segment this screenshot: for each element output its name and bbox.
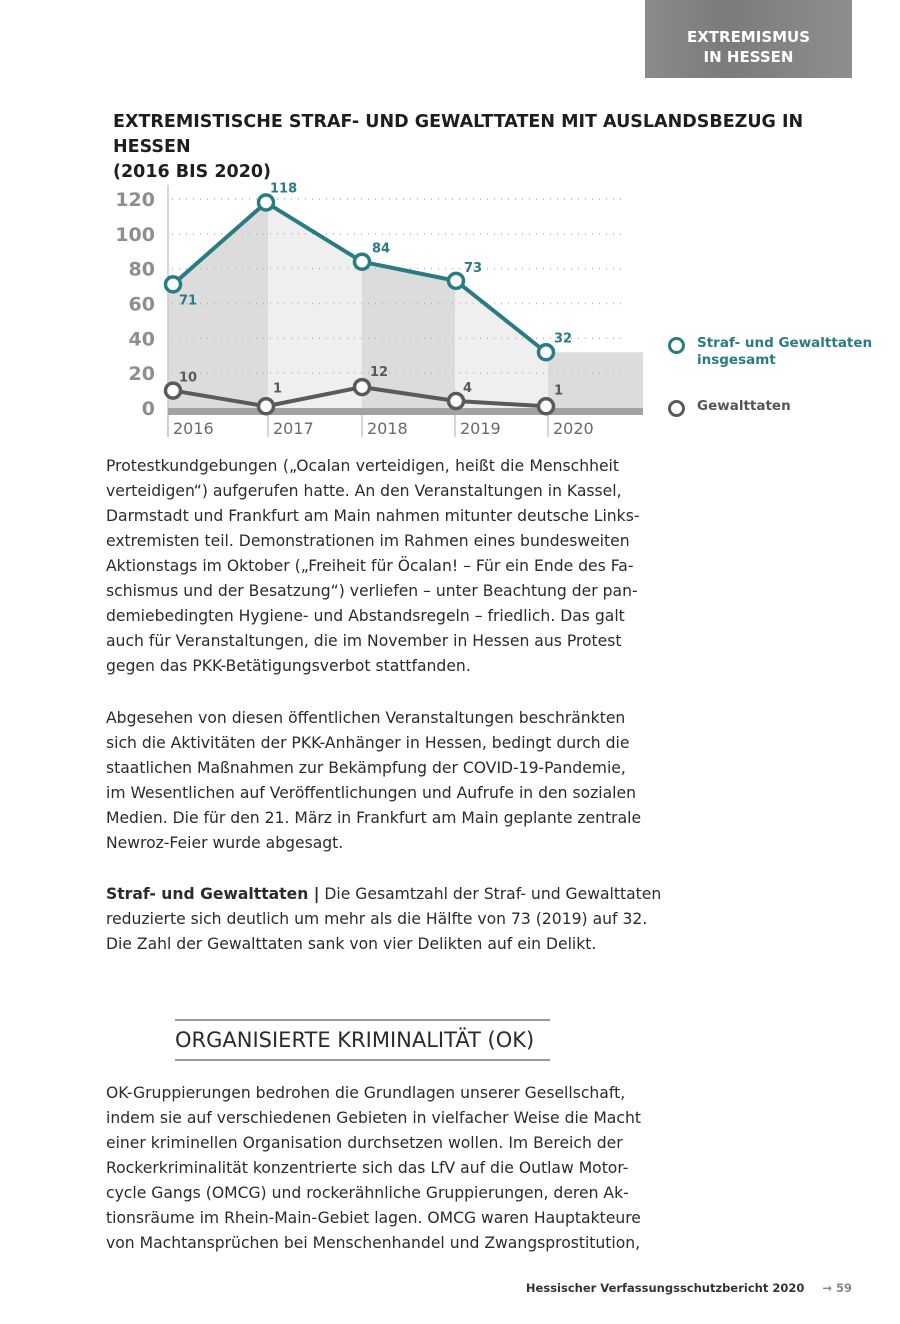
- area-band-2017: [268, 203, 362, 408]
- y-tick-label: 120: [115, 189, 155, 211]
- data-label: 12: [370, 365, 388, 380]
- paragraph-line-text: Die Gesamtzahl der Straf- und Gewalttate…: [319, 885, 662, 903]
- paragraph-line: Aktionstags im Oktober („Freiheit für Öc…: [106, 557, 634, 575]
- paragraph-line: demiebedingten Hygiene- und Abstandsrege…: [106, 607, 625, 625]
- data-label: 84: [372, 242, 390, 257]
- chart-title-line2: (2016 BIS 2020): [113, 162, 272, 182]
- data-point: [536, 397, 556, 416]
- chart-title-line1: EXTREMISTISCHE STRAF- UND GEWALTTATEN MI…: [113, 112, 804, 157]
- paragraph-line: sich die Aktivitäten der PKK-Anhänger in…: [106, 734, 630, 752]
- data-label: 1: [273, 381, 282, 396]
- paragraph-line: verteidigen“) aufgerufen hatte. An den V…: [106, 482, 622, 500]
- x-tick-label: 2016: [173, 419, 214, 438]
- paragraph-line: von Machtansprüchen bei Menschenhandel u…: [106, 1234, 641, 1252]
- y-tick-label: 80: [129, 259, 155, 281]
- paragraph-line: Newroz-Feier wurde abgesagt.: [106, 834, 344, 852]
- y-tick-label: 60: [129, 294, 155, 316]
- paragraph-line: gegen das PKK-Betätigungsverbot stattfan…: [106, 657, 471, 675]
- paragraph-line: schismus und der Besatzung“) verliefen –…: [106, 582, 638, 600]
- x-tick-label: 2017: [273, 419, 314, 438]
- footer-publication: Hessischer Verfassungsschutzbericht 2020: [525, 1281, 805, 1295]
- section-tab-line2: IN HESSEN: [703, 48, 794, 66]
- legend-marker-total-icon: [668, 337, 685, 354]
- area-band-2019: [455, 280, 548, 408]
- paragraph-line: indem sie auf verschiedenen Gebieten in …: [106, 1109, 641, 1127]
- data-label: 1: [554, 383, 563, 398]
- data-label: 10: [179, 371, 197, 386]
- paragraph-line: Darmstadt und Frankfurt am Main nahmen m…: [106, 507, 640, 525]
- data-point: [352, 377, 372, 397]
- section-tab: EXTREMISMUS IN HESSEN: [645, 0, 852, 78]
- paragraph-lead: Straf- und Gewalttaten |: [106, 885, 320, 903]
- data-point: [163, 381, 183, 400]
- data-label: 118: [270, 181, 297, 196]
- data-label: 32: [554, 331, 572, 346]
- page-number: → 59: [822, 1281, 852, 1295]
- legend-label-total-line1: Straf- und Gewalttaten: [697, 335, 873, 351]
- paragraph-4: OK-Gruppierungen bedrohen die Grundlagen…: [106, 1081, 641, 1256]
- paragraph-line: einer kriminellen Organisation durchsetz…: [106, 1134, 623, 1152]
- legend-marker-violent-icon: [668, 400, 685, 417]
- paragraph-line: Protestkundgebungen („Ocalan verteidigen…: [106, 457, 619, 475]
- paragraph-line: cycle Gangs (OMCG) und rockerähnliche Gr…: [106, 1184, 629, 1202]
- area-band-2020: [548, 352, 643, 408]
- paragraph-line: Die Zahl der Gewalttaten sank von vier D…: [106, 935, 597, 953]
- legend-item-violent: Gewalttaten: [668, 398, 791, 417]
- x-axis-baseline: [168, 408, 643, 415]
- chart-title: EXTREMISTISCHE STRAF- UND GEWALTTATEN MI…: [113, 110, 873, 185]
- y-tick-label: 40: [129, 328, 155, 350]
- y-tick-label: 100: [115, 224, 155, 246]
- paragraph-line: OK-Gruppierungen bedrohen die Grundlagen…: [106, 1084, 626, 1102]
- paragraph-line: staatlichen Maßnahmen zur Bekämpfung der…: [106, 759, 626, 777]
- x-tick-label: 2019: [460, 419, 501, 438]
- area-band-2016: [168, 202, 268, 408]
- legend-item-total: Straf- und Gewalttaten insgesamt: [668, 335, 872, 369]
- paragraph-line: Abgesehen von diesen öffentlichen Verans…: [106, 709, 626, 727]
- section-heading: ORGANISIERTE KRIMINALITÄT (OK): [175, 1019, 550, 1061]
- legend-label-total-line2: insgesamt: [697, 352, 776, 368]
- paragraph-line: reduzierte sich deutlich um mehr als die…: [106, 910, 648, 928]
- data-point: [536, 343, 556, 362]
- area-band-2018: [362, 261, 455, 408]
- paragraph-line: auch für Veranstaltungen, die im Novembe…: [106, 632, 622, 650]
- data-label: 73: [464, 261, 482, 276]
- page-footer: Hessischer Verfassungsschutzbericht 2020…: [526, 1281, 852, 1295]
- data-label: 4: [463, 381, 472, 396]
- data-point: [446, 391, 466, 411]
- data-point: [256, 397, 276, 416]
- section-tab-line1: EXTREMISMUS: [686, 28, 811, 46]
- data-label: 71: [179, 293, 197, 308]
- paragraph-line: extremisten teil. Demonstrationen im Rah…: [106, 532, 630, 550]
- x-tick-label: 2020: [553, 419, 594, 438]
- paragraph-line: tionsräume im Rhein-Main-Gebiet lagen. O…: [106, 1209, 641, 1227]
- paragraph-line: Rockerkriminalität konzentrierte sich da…: [106, 1159, 629, 1177]
- data-point: [446, 271, 466, 291]
- paragraph-line: Medien. Die für den 21. März in Frankfur…: [106, 809, 642, 827]
- x-tick-label: 2018: [367, 419, 408, 438]
- paragraph-3: Straf- und Gewalttaten | Die Gesamtzahl …: [106, 882, 661, 957]
- paragraph-1: Protestkundgebungen („Ocalan verteidigen…: [106, 454, 640, 679]
- data-point: [352, 252, 372, 271]
- paragraph-2: Abgesehen von diesen öffentlichen Verans…: [106, 706, 642, 856]
- data-point: [163, 275, 183, 294]
- y-tick-label: 20: [129, 363, 155, 385]
- legend-label-violent: Gewalttaten: [697, 398, 791, 414]
- paragraph-line: Straf- und Gewalttaten | Die Gesamtzahl …: [106, 882, 661, 907]
- data-point: [256, 193, 276, 212]
- paragraph-line: im Wesentlichen auf Veröffentlichungen u…: [106, 784, 636, 802]
- y-tick-label: 0: [142, 398, 155, 420]
